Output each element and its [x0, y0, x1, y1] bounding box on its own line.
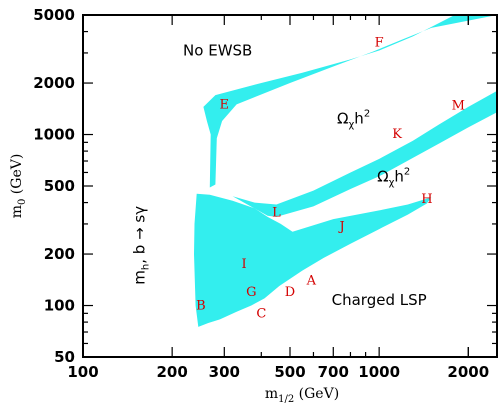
x-tick-label: 300: [209, 363, 240, 381]
benchmark-point-l: L: [272, 205, 281, 220]
x-tick-label: 700: [318, 363, 349, 381]
x-tick-label: 1000: [358, 363, 400, 381]
y-tick-label: 200: [44, 245, 75, 263]
x-tick-label: 100: [67, 363, 98, 381]
axis-ticks: [82, 14, 497, 358]
x-axis-title: m1/2 (GeV): [265, 386, 339, 405]
y-axis-title: m0 (GeV): [9, 154, 28, 219]
region-lower-wedge: [194, 193, 432, 327]
annotation-no-ewsb: No EWSB: [183, 42, 252, 60]
benchmark-points: A B C D E F G H I J K L M: [196, 36, 465, 322]
benchmark-point-b: B: [196, 299, 206, 314]
benchmark-point-d: D: [285, 285, 295, 300]
benchmark-point-k: K: [392, 127, 402, 142]
benchmark-point-i: I: [242, 257, 247, 272]
x-tick-label: 200: [156, 363, 187, 381]
x-tick-label: 2000: [447, 363, 489, 381]
y-tick-label: 100: [44, 297, 75, 315]
plot-frame: [82, 14, 498, 358]
y-tick-label: 1000: [33, 126, 75, 144]
y-tick-label: 50: [54, 348, 75, 366]
x-tick-label: 500: [274, 363, 305, 381]
y-tick-label: 5000: [33, 6, 75, 24]
benchmark-point-f: F: [375, 36, 384, 51]
annotation-omega-upper: Ωχh2: [337, 109, 370, 131]
benchmark-point-h: H: [421, 192, 432, 207]
benchmark-point-e: E: [220, 97, 230, 112]
region-lower-strip: [232, 90, 497, 217]
annotation-charged-lsp: Charged LSP: [332, 291, 427, 309]
benchmark-point-g: G: [246, 285, 256, 300]
benchmark-point-m: M: [452, 98, 465, 113]
tick-labels: 100 200 300 500 700 1000 200050100200500100020…: [33, 6, 489, 381]
benchmark-point-j: J: [338, 219, 345, 234]
benchmark-point-a: A: [306, 274, 317, 289]
y-tick-label: 2000: [33, 74, 75, 92]
region-annotations: No EWSB Ωχh2 Ωχh2 Charged LSP mh, b → sγ: [130, 42, 426, 309]
allowed-regions: [194, 15, 497, 327]
benchmark-point-c: C: [256, 306, 266, 321]
y-tick-label: 500: [44, 177, 75, 195]
annotation-mh-bsg: mh, b → sγ: [130, 206, 151, 285]
annotation-omega-lower: Ωχh2: [377, 166, 410, 188]
